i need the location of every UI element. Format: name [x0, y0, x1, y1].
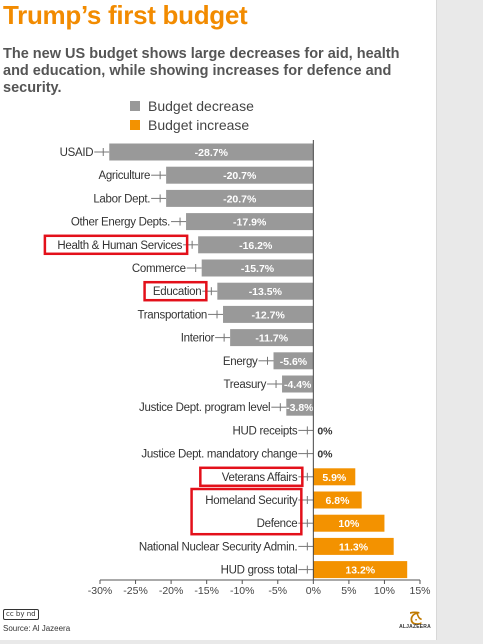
aljazeera-logo-text: ALJAZEERA [399, 624, 431, 630]
bar-treasury [282, 375, 314, 393]
value-label-treasury: -4.4% [284, 379, 312, 391]
bar-commerce [201, 259, 314, 277]
legend-item-increase: Budget increase [130, 115, 254, 134]
page-title: Trump’s first budget [3, 0, 248, 30]
bar-health-and-human-services [198, 236, 314, 254]
x-tick-label-0: -30% [88, 585, 113, 597]
value-label-labor-dept: -20.7% [223, 193, 257, 205]
legend-swatch-increase [130, 119, 140, 130]
bar-veterans-affairs [313, 468, 356, 486]
category-label-labor-dept: Labor Dept. [93, 193, 150, 205]
aljazeera-logo-icon: ﺞ [408, 601, 422, 625]
bar-transportation [223, 305, 314, 323]
value-label-commerce: -15.7% [241, 263, 275, 275]
category-label-national-nuclear-security-admin: National Nuclear Security Admin. [139, 541, 298, 553]
bar-energy [273, 352, 314, 370]
x-tick-label-5: -5% [268, 585, 287, 597]
category-label-defence: Defence [257, 518, 298, 530]
infographic-card: Trump’s first budget The new US budget s… [0, 0, 437, 640]
value-label-hud-receipts: 0% [317, 425, 333, 437]
bar-chart: USAID -28.7% Agriculture -20.7% Labor Dept. -… [43, 140, 431, 597]
license-badge: cc by nd [3, 609, 39, 620]
aljazeera-logo: ﺞ ALJAZEERA [398, 602, 432, 630]
value-label-health-and-human-services: -16.2% [239, 240, 273, 252]
category-label-transportation: Transportation [137, 309, 207, 321]
category-label-homeland-security: Homeland Security [205, 495, 298, 507]
value-label-usaid: -28.7% [195, 147, 229, 159]
x-tick-label-8: 10% [374, 585, 395, 597]
legend-label-decrease: Budget decrease [148, 97, 254, 114]
highlight-box-education [143, 280, 208, 302]
bar-interior [230, 329, 314, 347]
category-label-veterans-affairs: Veterans Affairs [222, 472, 298, 484]
highlight-box-veterans-affairs [199, 466, 304, 488]
category-label-usaid: USAID [60, 147, 94, 159]
page-subtitle: The new US budget shows large decreases … [3, 46, 400, 96]
legend-swatch-decrease [130, 100, 140, 111]
value-label-defence: 10% [338, 518, 360, 530]
value-label-justice-dept-program-level: -3.8% [286, 402, 314, 414]
category-label-agriculture: Agriculture [98, 170, 150, 182]
value-label-veterans-affairs: 5.9% [322, 472, 347, 484]
category-label-justice-dept-program-level: Justice Dept. program level [139, 402, 270, 414]
bar-national-nuclear-security-admin [313, 537, 394, 555]
bar-justice-dept-program-level [286, 398, 314, 416]
value-label-energy: -5.6% [280, 356, 308, 368]
bar-usaid [109, 143, 314, 161]
bar-agriculture [166, 166, 314, 184]
category-label-hud-receipts: HUD receipts [233, 425, 298, 437]
value-label-homeland-security: 6.8% [326, 495, 351, 507]
bar-homeland-security [313, 491, 362, 509]
bar-labor-dept [166, 189, 314, 207]
value-label-interior: -11.7% [255, 333, 288, 345]
x-tick-label-4: -10% [230, 585, 255, 597]
value-label-hud-gross-total: 13.2% [345, 565, 375, 577]
category-label-other-energy-depts: Other Energy Depts. [71, 217, 170, 229]
x-tick-label-7: 5% [341, 585, 356, 597]
x-tick-label-6: 0% [306, 585, 321, 597]
bar-hud-gross-total [313, 561, 408, 579]
category-label-energy: Energy [223, 356, 258, 368]
bar-education [217, 282, 314, 300]
category-label-commerce: Commerce [132, 263, 186, 275]
x-tick-label-3: -15% [194, 585, 219, 597]
bar-other-energy-depts [186, 213, 314, 231]
category-label-health-and-human-services: Health & Human Services [57, 240, 182, 252]
legend-label-increase: Budget increase [148, 116, 250, 133]
value-label-transportation: -12.7% [252, 309, 286, 321]
source-credit: Source: Al Jazeera [3, 624, 71, 633]
x-tick-label-1: -25% [123, 585, 148, 597]
category-label-justice-dept-mandatory-change: Justice Dept. mandatory change [141, 449, 297, 461]
highlight-box-group [190, 487, 303, 536]
value-label-other-energy-depts: -17.9% [233, 217, 267, 229]
x-tick-label-9: 15% [409, 585, 430, 597]
value-label-education: -13.5% [249, 286, 283, 298]
category-label-treasury: Treasury [223, 379, 266, 391]
category-label-hud-gross-total: HUD gross total [221, 565, 298, 577]
category-label-interior: Interior [181, 333, 215, 345]
value-label-national-nuclear-security-admin: 11.3% [339, 541, 369, 553]
legend-item-decrease: Budget decrease [130, 96, 254, 115]
category-label-education: Education [153, 286, 201, 298]
chart-legend: Budget decrease Budget increase [130, 96, 254, 134]
x-tick-label-2: -20% [159, 585, 184, 597]
highlight-box-health-and-human-services [43, 234, 189, 256]
bar-defence [313, 514, 385, 532]
value-label-agriculture: -20.7% [223, 170, 257, 182]
value-label-justice-dept-mandatory-change: 0% [317, 449, 333, 461]
